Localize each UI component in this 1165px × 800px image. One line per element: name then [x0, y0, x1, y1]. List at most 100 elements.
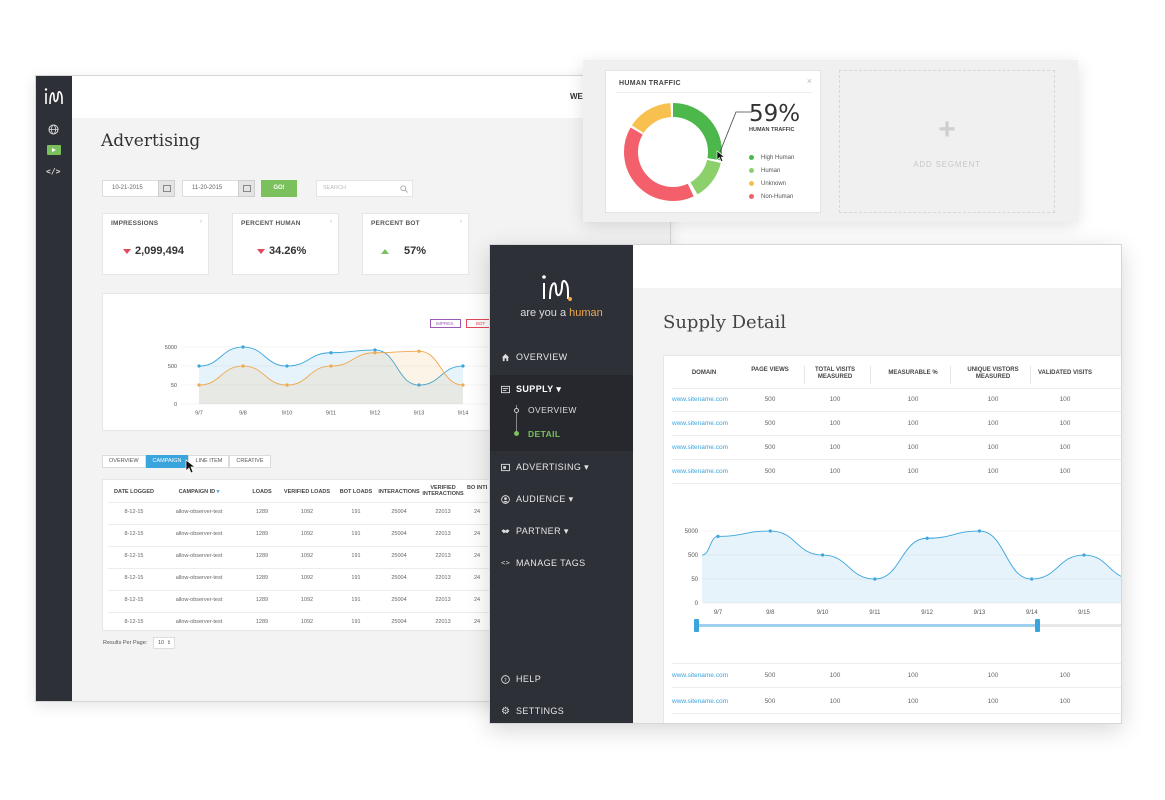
table-row[interactable]: 8-12-15 allow-observer-test 1289 1092 191 250… [103, 553, 533, 563]
column-header[interactable]: UNIQUE VISTORS MEASURED [967, 367, 1019, 380]
domain-link[interactable]: www.sitename.com [672, 396, 728, 403]
divider [616, 92, 812, 93]
column-header[interactable]: INTERACTIONS [378, 489, 420, 495]
range-slider-handle-left[interactable] [694, 619, 699, 632]
table-row[interactable]: www.sitename.com 500 100 100 100 100 [664, 468, 1121, 478]
x-tick-label: 9/13 [974, 610, 986, 616]
column-header[interactable]: TOTAL VISITS MEASURED [814, 367, 855, 380]
column-header[interactable]: CAMPAIGN ID ▾ [173, 489, 225, 495]
x-tick-label: 9/10 [817, 610, 829, 616]
gear-icon: ⚙ [501, 705, 511, 717]
table-row[interactable]: www.sitename.com 500 100 100 100 100 [664, 420, 1121, 430]
column-header[interactable]: VERIFIED INTERACTIONS [422, 485, 464, 497]
nav-partner[interactable]: PARTNER ▾ [490, 519, 633, 543]
nav-settings[interactable]: ⚙ SETTINGS [490, 699, 633, 723]
y-tick-label: 500 [688, 553, 699, 559]
date-to-input[interactable]: 11-20-2015 [182, 180, 242, 197]
date-from-input[interactable]: 10-21-2015 [102, 180, 162, 197]
nav-supply-detail[interactable]: DETAIL [528, 429, 561, 439]
nav-tree-dot [514, 408, 519, 413]
nav-manage-tags[interactable]: <> MANAGE TAGS [490, 551, 633, 575]
column-header[interactable]: PAGE VIEWS [751, 367, 789, 373]
calendar-icon[interactable] [158, 180, 175, 197]
help-icon: ? [501, 674, 510, 684]
series-area [199, 351, 463, 404]
range-slider-handle-right[interactable] [1035, 619, 1040, 632]
results-per-page-select[interactable]: 10 ⇕ [153, 637, 175, 649]
table-cell: 191 [351, 509, 361, 515]
domain-link[interactable]: www.sitename.com [672, 468, 728, 475]
tab-creative[interactable]: CREATIVE [229, 455, 271, 468]
domain-link[interactable]: www.sitename.com [672, 444, 728, 451]
logo-icon[interactable] [540, 273, 574, 303]
logo-icon[interactable] [43, 87, 65, 107]
chevron-right-icon[interactable]: › [330, 219, 332, 225]
supply-table-card: DOMAIN PAGE VIEWS TOTAL VISITS MEASURED … [663, 355, 1121, 723]
nav-tree-line [516, 405, 517, 435]
add-segment-button[interactable]: + ADD SEGMENT [839, 70, 1055, 213]
nav-overview[interactable]: OVERVIEW [490, 345, 633, 369]
table-cell: 22013 [435, 553, 451, 559]
domain-link[interactable]: www.sitename.com [672, 698, 728, 705]
chevron-right-icon[interactable]: › [460, 219, 462, 225]
nav-advertising[interactable]: ADVERTISING ▾ [490, 455, 633, 479]
tab-campaign[interactable]: CAMPAIGN [145, 455, 189, 468]
add-segment-label: ADD SEGMENT [913, 160, 981, 169]
x-tick-label: 9/7 [714, 610, 723, 616]
row-divider [672, 411, 1121, 412]
table-row[interactable]: 8-12-15 allow-observer-test 1289 1092 191 250… [103, 509, 533, 519]
table-cell: 1289 [255, 619, 269, 625]
go-button[interactable]: GO! [261, 180, 297, 197]
table-cell: allow-observer-test [175, 597, 223, 603]
legend-label: Unknown [761, 180, 787, 187]
data-point [768, 529, 772, 533]
column-divider [1030, 366, 1031, 384]
table-row[interactable]: www.sitename.com 500 100 100 100 100 [664, 396, 1121, 406]
table-row[interactable]: 8-12-15 allow-observer-test 1289 1092 191 250… [103, 575, 533, 585]
column-header[interactable]: DATE LOGGED [114, 489, 154, 495]
video-icon[interactable] [47, 145, 61, 155]
range-slider-track[interactable] [697, 624, 1037, 627]
column-header[interactable]: BOT LOADS [339, 489, 373, 495]
column-header[interactable]: MEASURABLE % [888, 370, 938, 376]
table-cell: 25004 [391, 553, 407, 559]
column-header[interactable]: DOMAIN [691, 370, 717, 376]
domain-link[interactable]: www.sitename.com [672, 420, 728, 427]
nav-audience[interactable]: AUDIENCE ▾ [490, 487, 633, 511]
table-row[interactable]: 8-12-15 allow-observer-test 1289 1092 191 250… [103, 597, 533, 607]
globe-icon[interactable] [48, 124, 59, 135]
data-point [241, 364, 245, 368]
brand-name[interactable]: are you a human [490, 307, 633, 319]
legend-item: Unknown [749, 177, 794, 190]
donut-slice [672, 103, 722, 161]
column-header[interactable]: BO INTERA [467, 485, 487, 491]
nav-help[interactable]: ? HELP [490, 667, 633, 691]
table-row[interactable]: 8-12-15 allow-observer-test 1289 1092 191 250… [103, 531, 533, 541]
search-input[interactable]: SEARCH [316, 180, 413, 197]
tab-line-item[interactable]: LINE ITEM [188, 455, 230, 468]
series-line [701, 530, 1121, 580]
kpi-card-percent-bot: PERCENT BOT › 57% [362, 213, 469, 275]
column-header[interactable]: VERIFIED LOADS [283, 489, 331, 495]
code-icon[interactable]: </> [46, 167, 61, 176]
tab-overview[interactable]: OVERVIEW [102, 455, 146, 468]
search-icon [400, 185, 408, 193]
nav-supply[interactable]: SUPPLY ▾ [490, 377, 633, 401]
results-per-page-label: Results Per Page: [103, 640, 148, 646]
legend-chip-impressions[interactable]: IMPRES. [430, 319, 461, 328]
table-cell: 1092 [300, 575, 314, 581]
calendar-icon[interactable] [238, 180, 255, 197]
column-header[interactable]: VALIDATED VISITS [1037, 370, 1093, 376]
table-cell: 1092 [300, 597, 314, 603]
column-header[interactable]: LOADS [252, 489, 272, 495]
table-row[interactable]: www.sitename.com 500 100 100 100 100 [664, 444, 1121, 454]
table-cell: 100 [1059, 468, 1071, 475]
table-row[interactable]: www.sitename.com 500 100 100 100 100 [664, 672, 1121, 682]
table-row[interactable]: www.sitename.com 500 100 100 100 100 [664, 698, 1121, 708]
human-traffic-donut-chart [624, 103, 722, 201]
table-row[interactable]: 8-12-15 allow-observer-test 1289 1092 191 250… [103, 619, 533, 629]
domain-link[interactable]: www.sitename.com [672, 672, 728, 679]
nav-supply-overview[interactable]: OVERVIEW [528, 405, 577, 415]
chevron-right-icon[interactable]: › [200, 219, 202, 225]
close-icon[interactable]: × [806, 76, 812, 86]
